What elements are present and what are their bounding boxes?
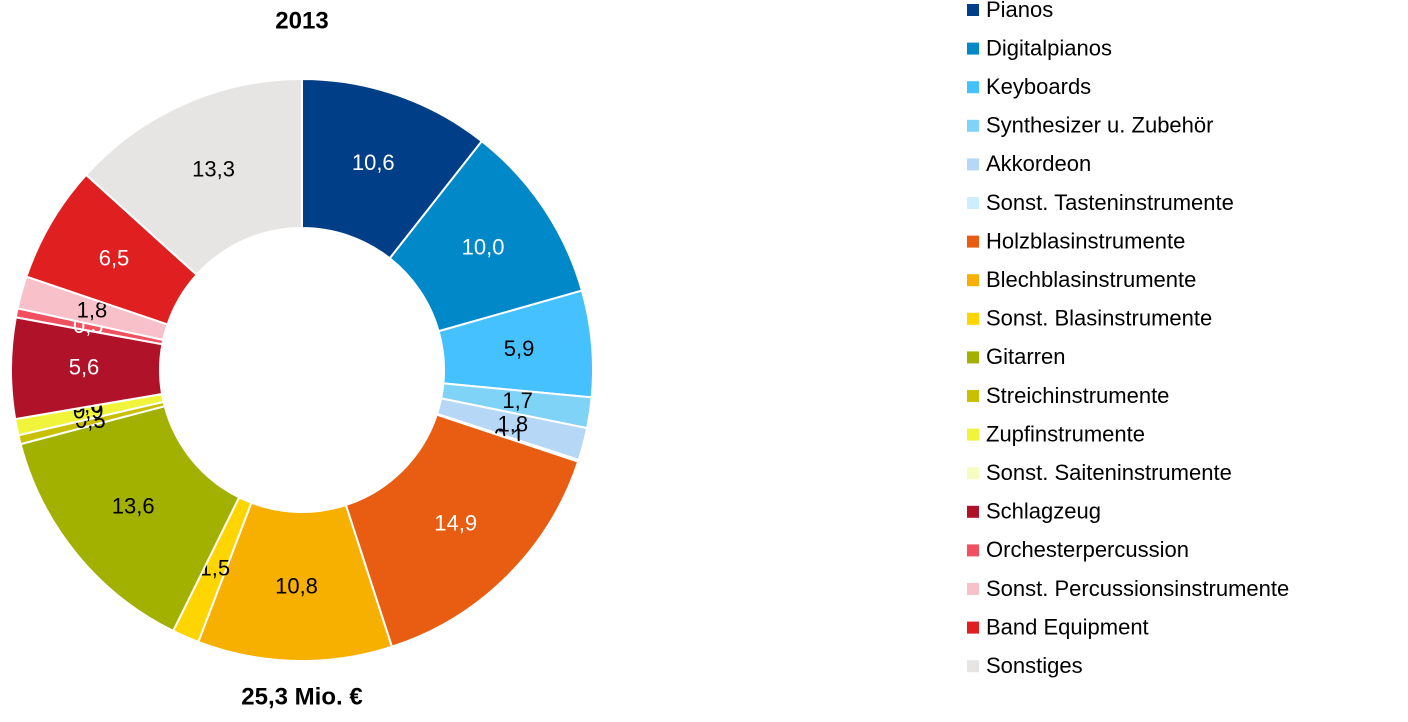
data-label: 1,7 xyxy=(502,388,533,413)
legend-label: Streichinstrumente xyxy=(986,383,1169,408)
chart-title: 2013 xyxy=(275,7,328,34)
chart-subtitle: 25,3 Mio. € xyxy=(241,683,362,710)
donut-slice xyxy=(84,77,303,277)
data-label: 14,9 xyxy=(434,510,477,535)
legend-label: Digitalpianos xyxy=(986,35,1112,60)
legend-swatch xyxy=(967,4,979,16)
legend-label: Sonst. Tasteninstrumente xyxy=(986,190,1234,215)
donut-slice xyxy=(19,404,241,633)
legend-swatch xyxy=(967,621,979,634)
legend-label: Sonst. Saiteninstrumente xyxy=(986,460,1232,485)
data-label: 6,5 xyxy=(99,245,130,270)
data-label: 10,8 xyxy=(275,574,318,599)
legend-swatch xyxy=(967,390,979,402)
legend-swatch xyxy=(967,42,979,55)
legend-swatch xyxy=(967,158,979,171)
legend-swatch xyxy=(967,351,979,364)
legend-label: Sonst. Blasinstrumente xyxy=(986,306,1212,331)
data-label: 10,0 xyxy=(462,234,505,259)
legend-label: Zupfinstrumente xyxy=(986,421,1145,446)
legend-swatch xyxy=(967,119,979,132)
legend-label: Synthesizer u. Zubehör xyxy=(986,113,1213,138)
data-label: 5,9 xyxy=(504,336,535,361)
donut-slice xyxy=(344,413,580,649)
legend-label: Pianos xyxy=(986,0,1053,22)
legend-label: Sonst. Percussionsinstrumente xyxy=(986,576,1289,601)
legend-label: Gitarren xyxy=(986,344,1065,369)
legend-swatch xyxy=(967,312,979,325)
legend-swatch xyxy=(967,505,979,518)
legend-label: Orchesterpercussion xyxy=(986,537,1189,562)
legend-swatch xyxy=(967,274,979,287)
legend-label: Schlagzeug xyxy=(986,499,1101,524)
legend-label: Holzblasinstrumente xyxy=(986,228,1185,253)
legend-swatch xyxy=(967,197,979,209)
data-label: 13,3 xyxy=(192,157,235,182)
data-label: 10,6 xyxy=(352,150,395,175)
legend-label: Sonstiges xyxy=(986,653,1083,678)
legend-label: Blechblasinstrumente xyxy=(986,267,1196,292)
legend-swatch xyxy=(967,428,979,441)
legend-swatch xyxy=(967,467,979,480)
legend-label: Akkordeon xyxy=(986,151,1091,176)
legend-swatch xyxy=(967,583,979,595)
legend-swatch xyxy=(967,544,979,557)
data-label: 1,8 xyxy=(498,411,529,436)
legend-swatch xyxy=(967,81,979,94)
legend-swatch xyxy=(967,235,979,248)
data-label: 13,6 xyxy=(112,494,155,519)
data-label: 5,6 xyxy=(69,354,100,379)
legend-label: Band Equipment xyxy=(986,614,1149,639)
legend-swatch xyxy=(967,660,979,673)
legend-label: Keyboards xyxy=(986,74,1091,99)
